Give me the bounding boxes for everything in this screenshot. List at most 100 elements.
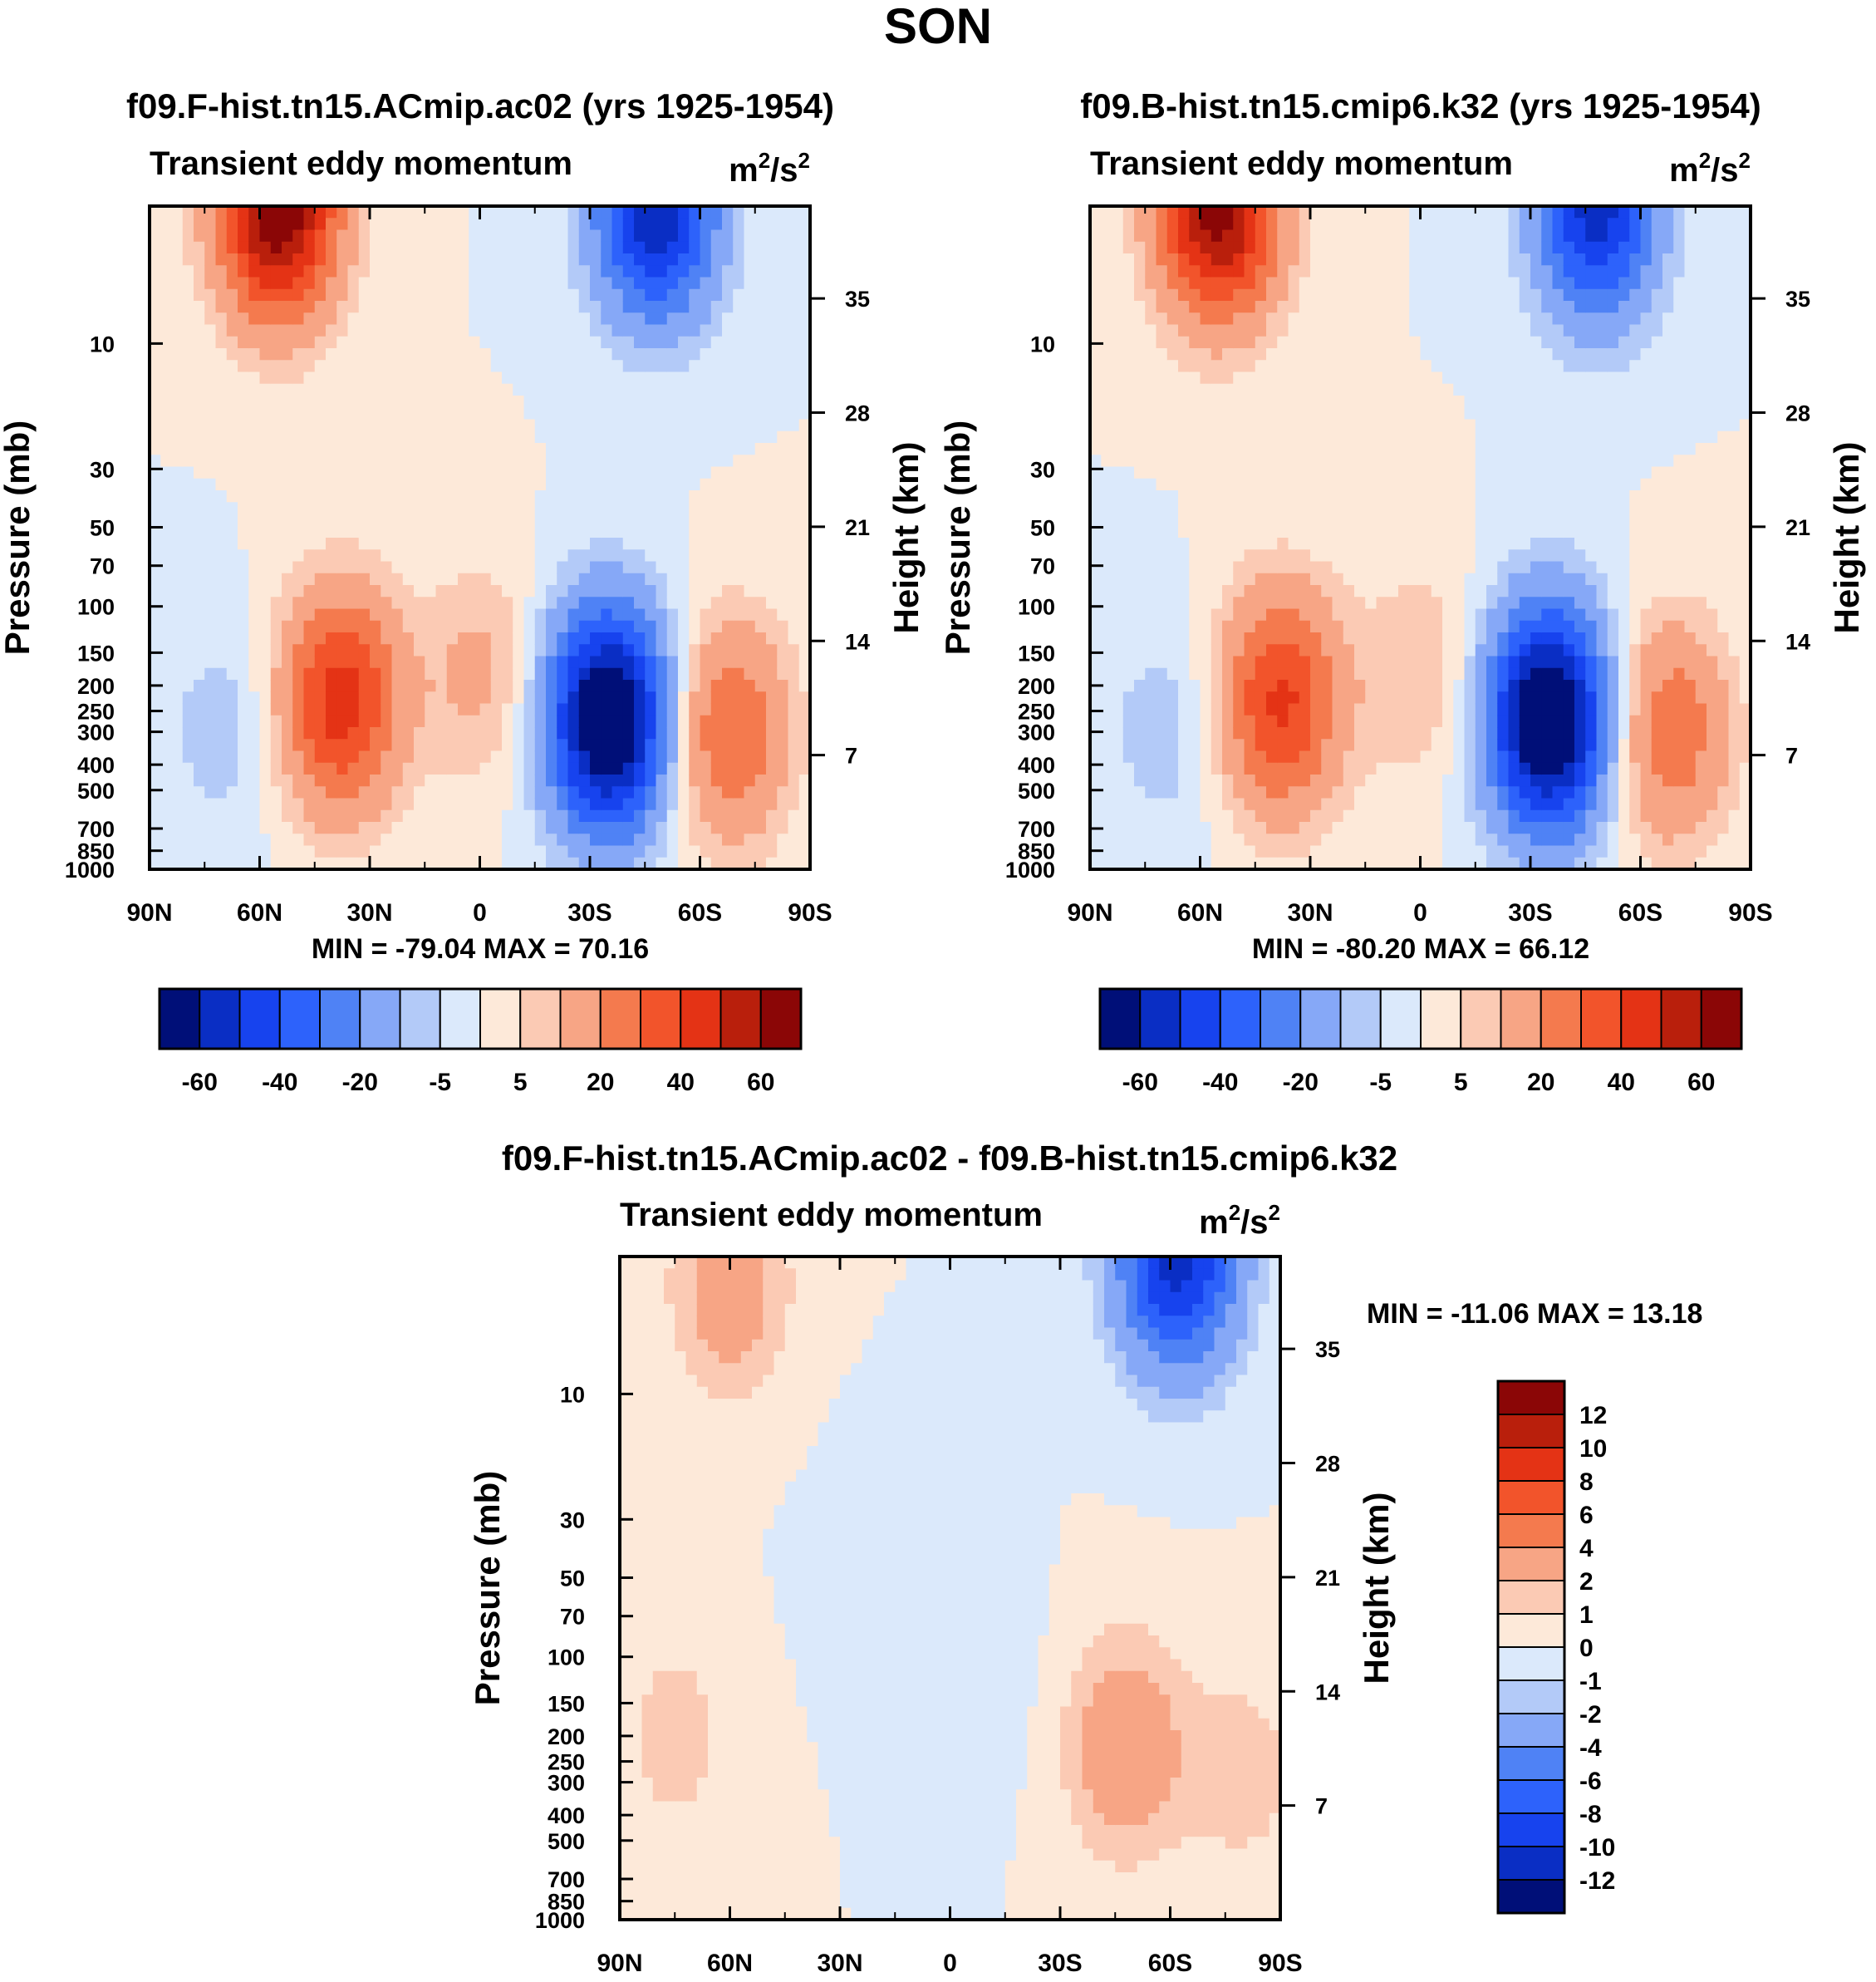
heatmap-cell [458, 383, 469, 396]
heatmap-cell [666, 301, 679, 313]
heatmap-cell [1112, 514, 1124, 527]
heatmap-cell [1134, 739, 1146, 752]
heatmap-cell [1101, 739, 1113, 752]
heatmap-cell [502, 336, 513, 349]
heatmap-cell [656, 265, 668, 278]
heatmap-cell [634, 218, 646, 231]
heatmap-cell [150, 218, 161, 231]
heatmap-cell [1134, 277, 1146, 290]
heatmap-cell [1332, 715, 1344, 728]
heatmap-cell [150, 608, 161, 622]
heatmap-cell [1233, 620, 1245, 633]
heatmap-cell [700, 549, 712, 563]
heatmap-cell [645, 845, 657, 858]
heatmap-cell [402, 727, 415, 740]
heatmap-cell [1277, 324, 1289, 337]
heatmap-cell [1134, 620, 1146, 633]
heatmap-cell [523, 775, 536, 787]
heatmap-cell [645, 265, 657, 278]
heatmap-cell [710, 514, 723, 527]
heatmap-cell [326, 632, 337, 645]
heatmap-cell [425, 667, 437, 681]
heatmap-cell [689, 845, 701, 858]
heatmap-cell [546, 727, 557, 740]
heatmap-cell [590, 691, 602, 705]
heatmap-cell [1255, 762, 1267, 775]
heatmap-cell [238, 312, 249, 326]
heatmap-cell [160, 775, 173, 787]
heatmap-cell [1376, 265, 1388, 278]
heatmap-cell [336, 775, 349, 787]
heatmap-cell [1222, 786, 1234, 799]
heatmap-cell [1211, 241, 1223, 254]
heatmap-cell [502, 525, 513, 539]
heatmap-cell [611, 845, 624, 858]
heatmap-cell [1321, 822, 1333, 834]
heatmap-cell [1310, 608, 1322, 622]
heatmap-cell [788, 667, 800, 681]
heatmap-cell [1266, 561, 1278, 574]
heatmap-cell [766, 561, 778, 574]
heatmap-cell [788, 253, 800, 266]
heatmap-cell [578, 336, 591, 349]
heatmap-cell [1266, 478, 1278, 491]
heatmap-cell [1178, 301, 1190, 313]
heatmap-cell [1266, 336, 1278, 349]
heatmap-cell [1255, 218, 1267, 231]
heatmap-cell [402, 561, 415, 574]
heatmap-cell [523, 525, 536, 539]
heatmap-cell [567, 514, 580, 527]
heatmap-cell [1112, 443, 1124, 455]
heatmap-cell [1244, 703, 1256, 716]
heatmap-cell [766, 502, 778, 515]
heatmap-cell [226, 277, 238, 290]
heatmap-cell [733, 703, 745, 716]
heatmap-cell [1145, 502, 1157, 515]
heatmap-cell [358, 265, 371, 278]
heatmap-cell [402, 229, 415, 243]
heatmap-cell [1244, 288, 1256, 302]
heatmap-cell [303, 715, 316, 728]
heatmap-cell [1101, 857, 1113, 870]
heatmap-cell [777, 703, 789, 716]
heatmap-cell [1255, 597, 1267, 610]
heatmap-cell [1299, 430, 1311, 444]
heatmap-cell [611, 573, 624, 586]
heatmap-cell [402, 834, 415, 847]
heatmap-cell [622, 383, 635, 396]
heatmap-cell [590, 383, 602, 396]
heatmap-cell [557, 561, 569, 574]
heatmap-cell [689, 265, 701, 278]
heatmap-cell [733, 573, 745, 586]
heatmap-cell [226, 336, 238, 349]
heatmap-cell [1343, 348, 1355, 361]
heatmap-cell [479, 762, 492, 775]
heatmap-cell [347, 336, 360, 349]
heatmap-cell [1365, 324, 1378, 337]
heatmap-cell [1255, 809, 1267, 823]
heatmap-cell [435, 360, 448, 373]
heatmap-cell [414, 288, 425, 302]
heatmap-cell [402, 241, 415, 254]
heatmap-cell [150, 809, 161, 823]
heatmap-cell [1343, 822, 1355, 834]
heatmap-cell [502, 585, 513, 598]
heatmap-cell [1090, 632, 1102, 645]
heatmap-cell [534, 538, 547, 550]
heatmap-cell [1189, 680, 1201, 692]
heatmap-cell [733, 229, 745, 243]
heatmap-cell [171, 857, 184, 870]
heatmap-cell [710, 490, 723, 503]
heatmap-cell [1200, 822, 1212, 834]
heatmap-cell [259, 727, 272, 740]
heatmap-cell [1200, 561, 1212, 574]
heatmap-cell [370, 809, 381, 823]
heatmap-cell [622, 360, 635, 373]
heatmap-cell [292, 632, 305, 645]
heatmap-cell [1365, 667, 1378, 681]
heatmap-cell [798, 466, 811, 480]
heatmap-cell [391, 360, 404, 373]
heatmap-cell [490, 857, 503, 870]
heatmap-cell [435, 585, 448, 598]
heatmap-cell [446, 798, 459, 811]
